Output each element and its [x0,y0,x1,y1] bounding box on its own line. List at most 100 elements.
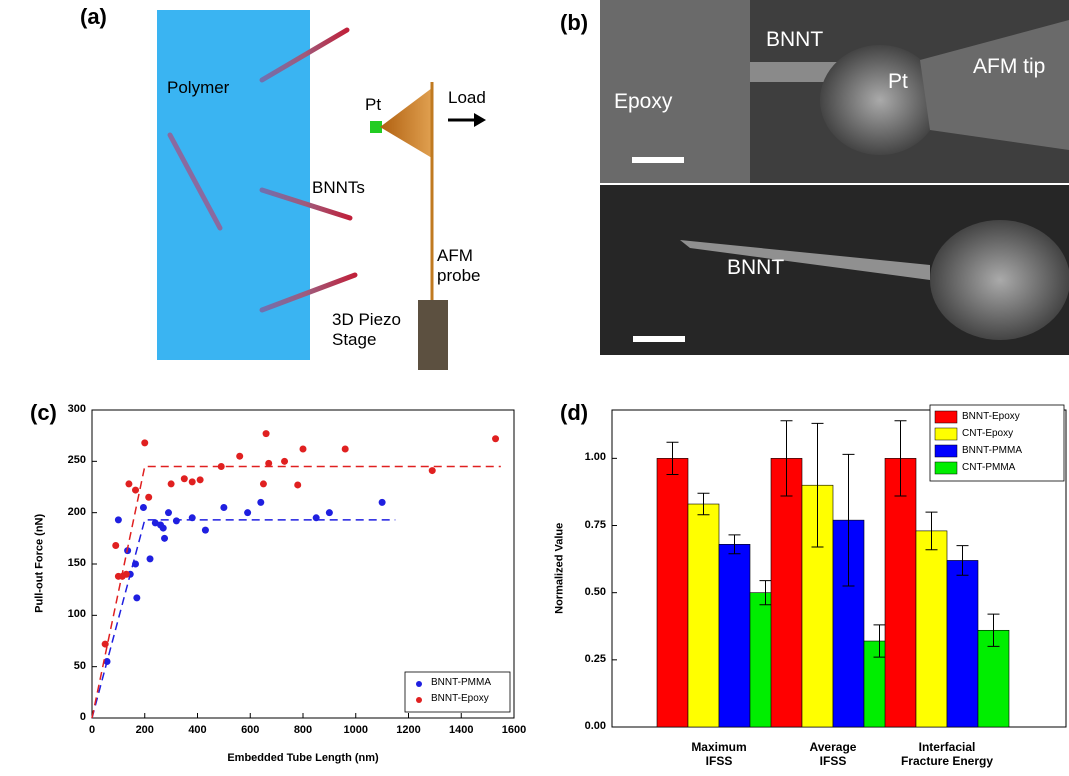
error-bar [759,580,772,606]
legend-marker [416,697,422,703]
image-label: Pt [888,70,908,93]
bar [915,530,948,728]
point [257,498,265,506]
point [196,476,204,484]
image-label: BNNT [727,256,785,279]
point [132,486,140,494]
y-tick-label: 1.00 [584,451,606,464]
x-tick-label: Interfacial Fracture Energy [900,740,994,768]
x-tick-label: 1600 [501,724,527,736]
x-tick-label: 1400 [449,724,474,736]
point [159,524,167,532]
error-bar [728,534,741,555]
x-tick-label: 1200 [396,724,421,736]
y-tick-label: 0.75 [584,518,606,531]
x-axis-title: Embedded Tube Length (nm) [227,752,379,764]
tube [167,132,223,231]
point [151,519,159,527]
point [145,493,153,501]
y-tick-label: 0.00 [584,720,606,732]
bar [770,458,803,728]
point [114,516,122,524]
pt-weld [370,121,382,133]
legend-marker [416,681,422,687]
bnnt-image [750,62,840,82]
bar [687,503,720,728]
point [164,509,172,517]
bar [656,458,689,728]
bnnt-image [680,240,930,280]
error-bar [666,441,679,475]
point [299,445,307,453]
piezo-stage [418,300,448,370]
point [312,514,320,522]
point [294,481,302,489]
afm-tip [380,88,432,158]
error-bar [811,422,824,548]
point [103,658,111,666]
error-bar [697,492,710,516]
fit-line [91,519,396,719]
point [161,534,169,542]
y-axis-title: Pull-out Force (nN) [33,513,46,613]
tube [259,272,358,313]
point [281,457,289,465]
scale-bar [632,157,684,163]
legend-swatch [934,444,958,458]
legend-label: BNNT-Epoxy [431,693,489,704]
y-tick-label: 300 [67,403,86,415]
scale-bar [633,336,685,342]
y-tick-label: 150 [67,557,86,569]
point [141,439,149,447]
epoxy-region [600,0,750,183]
y-tick-label: 0 [79,711,86,723]
panel-label: (b) [560,10,589,35]
x-tick-label: 400 [188,724,207,736]
bar [884,458,917,728]
error-bar [780,420,793,497]
error-bar [842,453,855,587]
point [188,478,196,486]
diagram-label: Polymer [167,78,230,97]
point [101,640,109,648]
tube [259,27,350,83]
error-bar [956,545,969,576]
legend-label: CNT-PMMA [962,462,1016,473]
legend-box [404,671,511,713]
diagram-label: 3D Piezo Stage [332,310,401,349]
panel-b-images [600,0,1069,355]
x-tick-label: Average IFSS [809,740,857,768]
x-tick-label: 600 [241,724,260,736]
point [146,555,154,563]
diagram-label: Pt [365,95,382,114]
point [180,475,188,483]
error-bar [987,613,1000,647]
x-tick-label: 200 [135,724,154,736]
legend-label: BNNT-PMMA [431,677,491,688]
point [265,459,273,467]
legend-swatch [934,427,958,441]
error-bar [894,420,907,497]
point [244,509,252,517]
point [125,480,133,488]
point [139,504,147,512]
legend-swatch [934,461,958,475]
afm-tip-image [920,20,1069,150]
y-tick-label: 0.25 [584,652,606,665]
point [341,445,349,453]
x-tick-label: 0 [88,724,96,736]
point [378,498,386,506]
point [236,452,244,460]
point [167,480,175,488]
x-tick-label: Maximum IFSS [691,740,747,768]
point [325,509,333,517]
image-label: Epoxy [614,90,673,113]
y-tick-label: 0.50 [584,585,606,598]
point [217,462,225,470]
point [133,594,141,602]
legend-label: BNNT-PMMA [962,445,1022,456]
y-tick-label: 100 [67,608,86,621]
diagram-label: Load [448,88,486,107]
error-bar [873,624,886,658]
